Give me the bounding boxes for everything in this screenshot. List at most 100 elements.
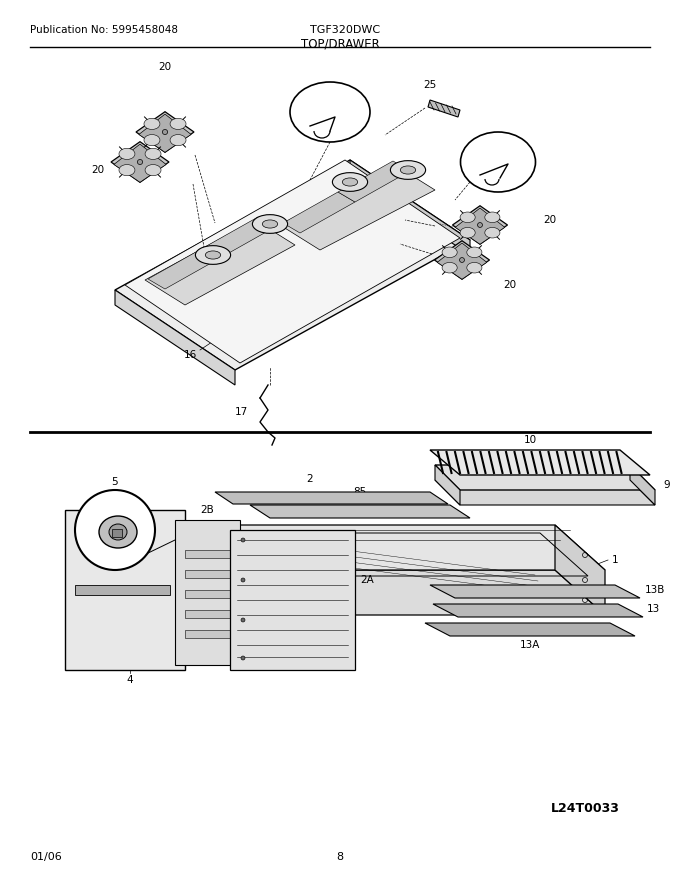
Ellipse shape	[195, 246, 231, 264]
Text: 2B: 2B	[200, 505, 214, 515]
Polygon shape	[185, 590, 230, 598]
Ellipse shape	[477, 223, 483, 227]
Polygon shape	[437, 243, 487, 279]
Polygon shape	[250, 505, 470, 518]
Ellipse shape	[485, 212, 500, 223]
Ellipse shape	[241, 578, 245, 582]
Polygon shape	[185, 610, 230, 618]
Ellipse shape	[109, 524, 127, 540]
Ellipse shape	[241, 656, 245, 660]
Text: 4: 4	[126, 675, 133, 685]
Text: 9: 9	[663, 480, 670, 490]
Polygon shape	[435, 465, 460, 505]
Ellipse shape	[401, 166, 415, 174]
Polygon shape	[430, 450, 650, 475]
Ellipse shape	[485, 227, 500, 238]
Text: 13B: 13B	[645, 585, 665, 595]
Ellipse shape	[442, 247, 457, 258]
Ellipse shape	[333, 172, 368, 191]
Ellipse shape	[241, 618, 245, 622]
Polygon shape	[115, 290, 235, 385]
Text: TOP/DRAWER: TOP/DRAWER	[301, 37, 379, 50]
Polygon shape	[428, 100, 460, 117]
Polygon shape	[210, 525, 260, 615]
Ellipse shape	[144, 135, 160, 146]
Polygon shape	[148, 248, 220, 289]
Text: 2A: 2A	[360, 575, 374, 585]
Polygon shape	[435, 241, 490, 279]
Ellipse shape	[99, 516, 137, 548]
Polygon shape	[338, 161, 410, 202]
Text: 2: 2	[307, 474, 313, 484]
Polygon shape	[435, 480, 655, 505]
Polygon shape	[283, 192, 355, 233]
Polygon shape	[125, 160, 460, 363]
Ellipse shape	[342, 178, 358, 186]
Polygon shape	[185, 570, 230, 578]
Text: 16: 16	[184, 350, 197, 360]
Polygon shape	[175, 520, 240, 665]
Polygon shape	[139, 114, 191, 152]
Ellipse shape	[145, 149, 161, 159]
Polygon shape	[452, 206, 507, 245]
Polygon shape	[111, 142, 169, 182]
Ellipse shape	[460, 132, 536, 192]
Text: TGF320DWC: TGF320DWC	[310, 25, 380, 35]
Polygon shape	[555, 525, 605, 615]
Ellipse shape	[170, 118, 186, 129]
Polygon shape	[210, 525, 605, 570]
Ellipse shape	[460, 258, 464, 262]
Polygon shape	[145, 220, 295, 305]
Polygon shape	[215, 492, 448, 504]
Polygon shape	[210, 570, 605, 615]
FancyBboxPatch shape	[112, 529, 122, 537]
Text: 13: 13	[647, 604, 660, 614]
Text: 20: 20	[91, 165, 105, 175]
Text: Publication No: 5995458048: Publication No: 5995458048	[30, 25, 178, 35]
Ellipse shape	[390, 161, 426, 180]
Polygon shape	[114, 144, 166, 182]
Ellipse shape	[460, 212, 475, 223]
Text: 20: 20	[543, 215, 556, 225]
Ellipse shape	[119, 149, 135, 159]
Text: 1: 1	[612, 555, 619, 565]
Polygon shape	[136, 112, 194, 152]
Polygon shape	[185, 550, 230, 558]
Text: 25: 25	[424, 80, 437, 90]
Text: 20: 20	[503, 280, 517, 290]
Polygon shape	[425, 623, 635, 636]
Ellipse shape	[137, 159, 143, 165]
Text: 13A: 13A	[520, 640, 540, 650]
Ellipse shape	[119, 165, 135, 176]
Text: 01/06: 01/06	[30, 852, 62, 862]
Text: 39: 39	[93, 498, 107, 508]
Ellipse shape	[241, 538, 245, 542]
Polygon shape	[185, 630, 230, 638]
Ellipse shape	[170, 135, 186, 146]
Polygon shape	[203, 217, 275, 258]
Ellipse shape	[145, 165, 161, 176]
Text: L24T0033: L24T0033	[551, 802, 620, 815]
Polygon shape	[435, 465, 655, 490]
Polygon shape	[280, 165, 435, 250]
Polygon shape	[115, 160, 470, 370]
Ellipse shape	[75, 490, 155, 570]
Text: 17: 17	[235, 407, 248, 417]
Polygon shape	[75, 585, 170, 595]
Ellipse shape	[144, 118, 160, 129]
Text: 10: 10	[524, 435, 537, 445]
Ellipse shape	[290, 82, 370, 142]
Ellipse shape	[262, 220, 277, 228]
Polygon shape	[350, 160, 470, 255]
Text: 20: 20	[158, 62, 171, 72]
Polygon shape	[65, 510, 185, 670]
Text: 18A: 18A	[307, 93, 329, 103]
Text: 5: 5	[112, 477, 118, 487]
Polygon shape	[430, 585, 640, 598]
Ellipse shape	[205, 251, 221, 259]
Ellipse shape	[466, 247, 482, 258]
Ellipse shape	[442, 262, 457, 273]
Text: 18: 18	[483, 145, 497, 155]
Text: 8: 8	[337, 852, 343, 862]
Polygon shape	[455, 208, 505, 245]
